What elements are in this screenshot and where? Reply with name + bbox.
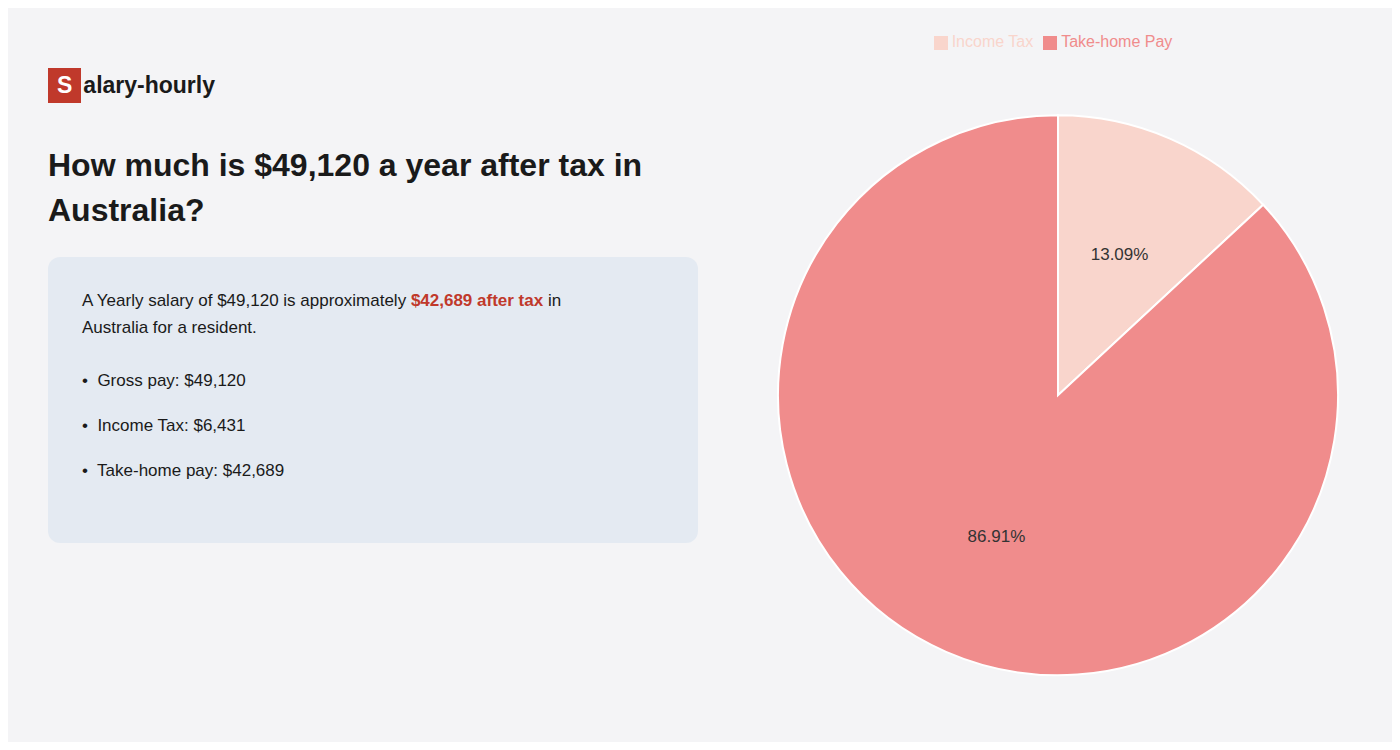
html-text:• Take-home pay: $42,689: • Take-home pay: $42,689 <box>82 461 285 481</box>
html-text:• Gross pay: $49,120: • Gross pay: $49,120 <box>82 371 246 390</box>
html-text:Income Tax: Income Tax <box>951 33 1034 50</box>
html-text:A Yearly salary of $49,120 is: A Yearly salary of $49,120 is approximat… <box>82 290 562 310</box>
html-text:Australia?: Australia? <box>48 191 205 228</box>
html-text:alary-hourly: alary-hourly <box>83 72 215 98</box>
html-text:Australia for a resident.: Australia for a resident. <box>82 317 257 337</box>
html-text:Take-home Pay: Take-home Pay <box>1061 33 1173 50</box>
html-text:• Income Tax: $6,431: • Income Tax: $6,431 <box>82 416 246 436</box>
html-text:How much is $49,120 a year aft: How much is $49,120 a year after tax in <box>48 147 643 183</box>
svg-text:13.09%: 13.09% <box>1091 245 1149 264</box>
html-text:S: S <box>57 72 73 98</box>
svg-text:86.91%: 86.91% <box>968 527 1026 546</box>
